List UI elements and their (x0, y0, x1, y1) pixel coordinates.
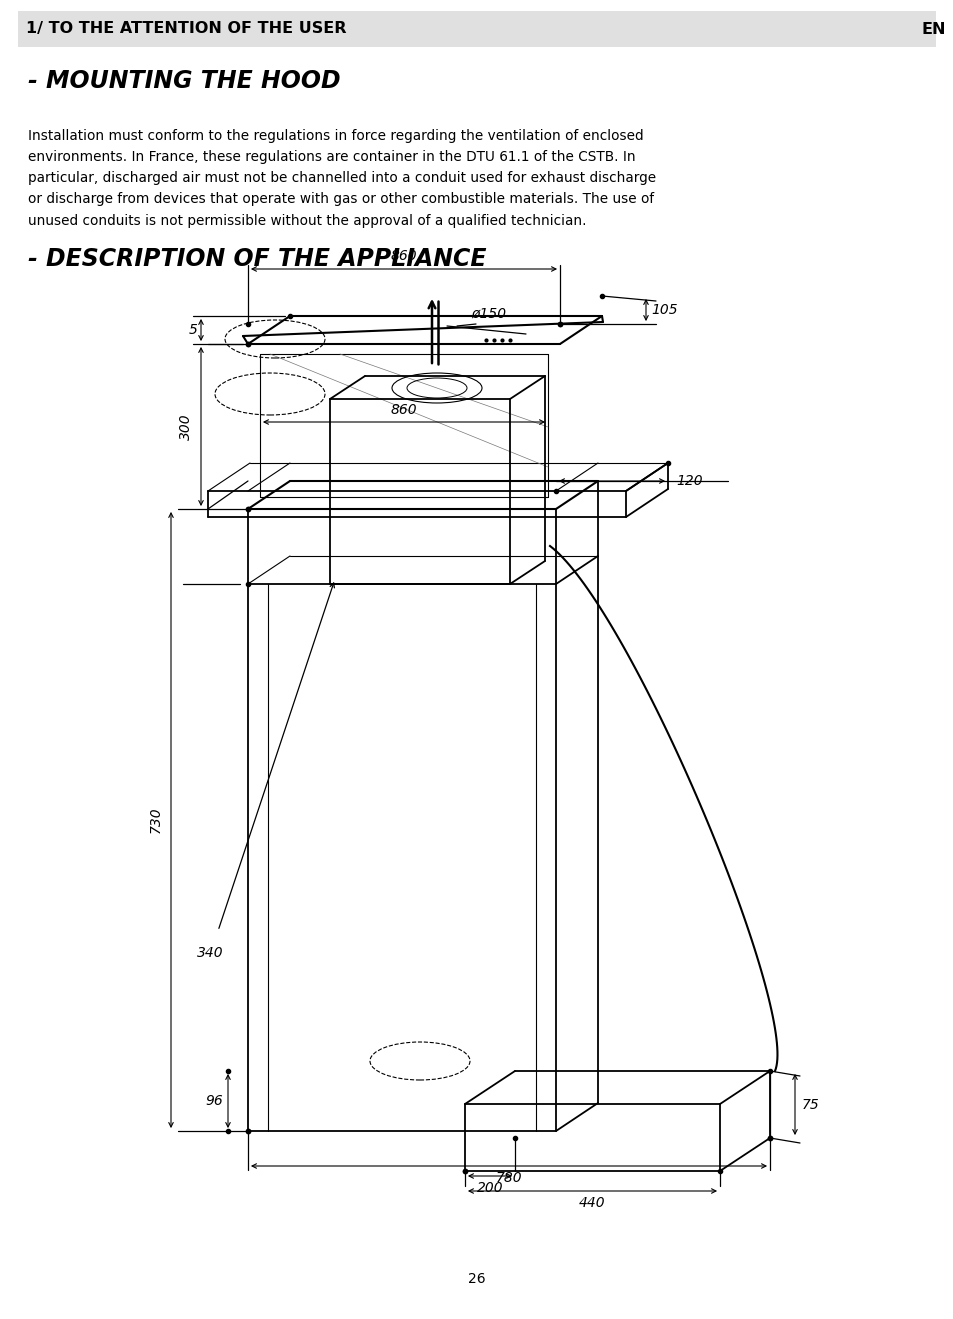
Text: EN: EN (921, 21, 945, 37)
Text: 340: 340 (196, 946, 223, 960)
Text: Installation must conform to the regulations in force regarding the ventilation : Installation must conform to the regulat… (28, 129, 656, 228)
Text: 120: 120 (676, 474, 702, 488)
Bar (18, 11, 935, 47)
Text: 780: 780 (496, 1171, 521, 1184)
Text: 1/ TO THE ATTENTION OF THE USER: 1/ TO THE ATTENTION OF THE USER (26, 21, 346, 37)
Text: 5: 5 (189, 323, 198, 336)
Text: 860: 860 (391, 404, 416, 417)
Text: - MOUNTING THE HOOD: - MOUNTING THE HOOD (28, 69, 340, 94)
Text: 300: 300 (179, 414, 193, 441)
Text: 105: 105 (650, 303, 677, 317)
Text: 860: 860 (391, 249, 416, 262)
Text: 96: 96 (205, 1093, 223, 1108)
Text: 730: 730 (149, 807, 163, 834)
Text: 75: 75 (801, 1097, 819, 1112)
Text: - DESCRIPTION OF THE APPLIANCE: - DESCRIPTION OF THE APPLIANCE (28, 247, 486, 270)
Text: ø150: ø150 (471, 307, 506, 321)
Text: 440: 440 (578, 1196, 604, 1210)
Text: 200: 200 (476, 1181, 503, 1195)
Text: 26: 26 (468, 1272, 485, 1286)
